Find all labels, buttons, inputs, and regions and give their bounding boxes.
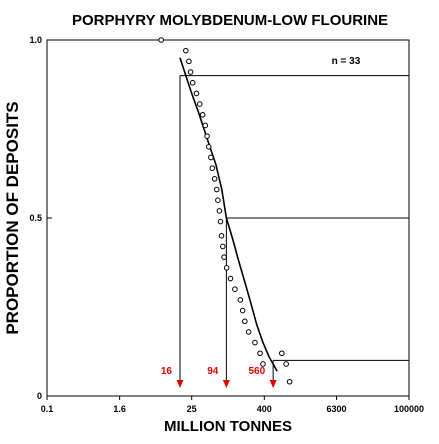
- data-point: [208, 154, 214, 161]
- fitted-curve: [179, 57, 278, 372]
- data-point: [189, 79, 196, 86]
- data-point: [213, 186, 220, 193]
- y-axis-ticks: 0 0.5 1.0: [29, 35, 52, 401]
- data-point: [193, 90, 200, 97]
- x-axis-title: MILLION TONNES: [164, 418, 292, 435]
- sample-size-annotation: n = 33: [332, 56, 361, 67]
- data-point: [209, 165, 216, 171]
- data-point: [252, 339, 258, 346]
- percentile-arrow: [269, 380, 277, 388]
- x-tick-label: 0.1: [41, 404, 54, 414]
- percentile-label: 560: [248, 366, 265, 377]
- x-tick-label: 25: [187, 404, 197, 414]
- data-points: [158, 37, 293, 385]
- y-tick-label: 0.5: [29, 213, 42, 223]
- percentile-arrow: [222, 380, 230, 388]
- x-tick-label: 1.6: [113, 404, 126, 414]
- data-point: [211, 176, 218, 182]
- y-tick-label: 1.0: [29, 35, 42, 45]
- data-point: [217, 218, 224, 225]
- data-point: [215, 197, 221, 203]
- data-point: [242, 318, 248, 325]
- percentile-label: 16: [161, 366, 173, 377]
- data-point: [196, 101, 203, 107]
- data-point: [183, 47, 189, 54]
- data-point: [245, 329, 252, 335]
- x-tick-label: 6300: [327, 404, 347, 414]
- data-point: [239, 307, 246, 314]
- data-point: [220, 243, 226, 250]
- y-tick-label: 0: [37, 391, 42, 401]
- data-point: [223, 265, 230, 271]
- data-point: [227, 275, 234, 282]
- data-point: [199, 111, 206, 118]
- data-point: [216, 208, 223, 214]
- percentile-lines: 16 94 560: [161, 75, 409, 388]
- data-point: [158, 37, 164, 43]
- y-axis-title: PROPORTION OF DEPOSITS: [3, 101, 22, 334]
- data-point: [237, 297, 244, 303]
- data-point: [232, 286, 238, 293]
- data-point: [283, 361, 289, 367]
- data-point: [187, 69, 194, 75]
- data-point: [202, 122, 209, 129]
- chart-title: PORPHYRY MOLYBDENUM-LOW FLOURINE: [72, 12, 388, 29]
- x-axis-ticks: 0.1 1.6 25 400 6300 100000: [41, 396, 424, 414]
- percentile-arrow: [176, 380, 184, 388]
- data-point: [286, 378, 293, 385]
- data-point: [205, 144, 212, 150]
- x-tick-label: 400: [257, 404, 272, 414]
- percentile-label: 94: [207, 366, 219, 377]
- data-point: [279, 350, 285, 357]
- data-point: [218, 233, 225, 239]
- data-point: [257, 350, 263, 357]
- x-tick-label: 100000: [394, 404, 424, 414]
- data-point: [204, 133, 210, 139]
- data-point: [260, 361, 266, 367]
- data-point: [221, 254, 227, 260]
- data-point: [186, 58, 192, 65]
